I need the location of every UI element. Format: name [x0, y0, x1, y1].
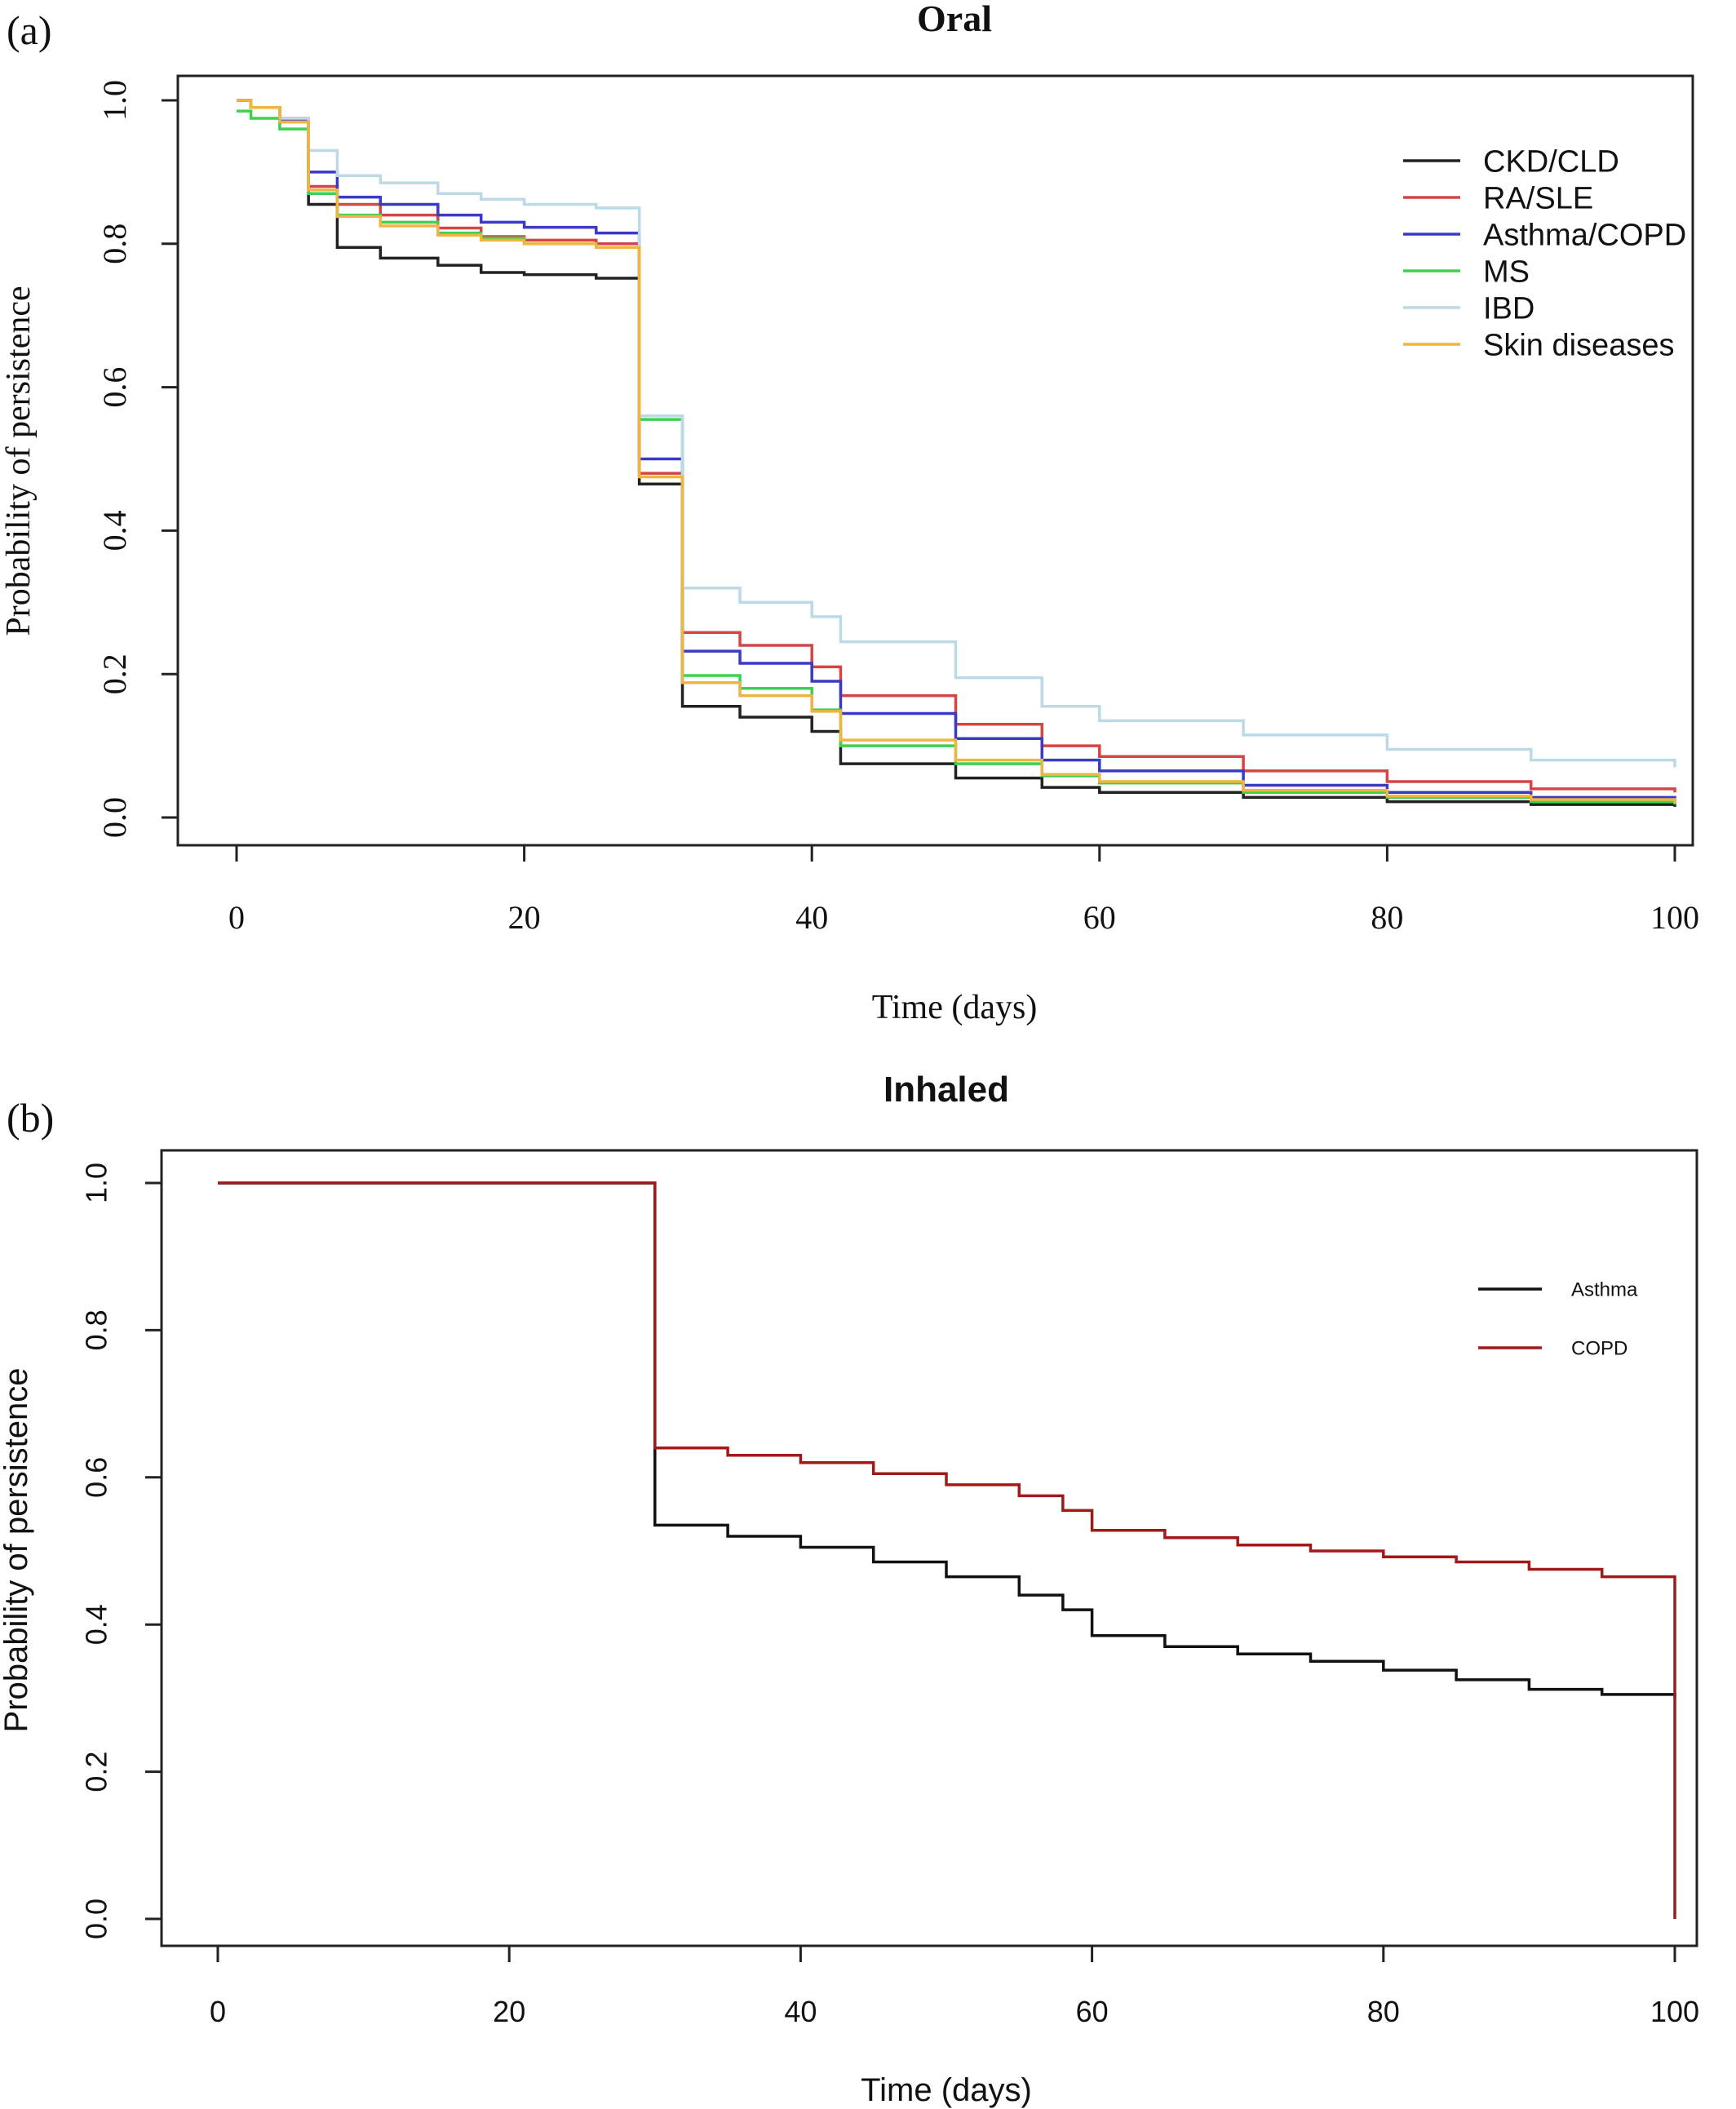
inhaled-plot-frame [160, 1149, 1698, 1947]
inhaled-y-axis-label: Probability of persistence [0, 1368, 34, 1733]
oral-chart-title: Oral [917, 0, 992, 39]
oral-legend-label-skin-diseases: Skin diseases [1483, 329, 1674, 363]
oral-series-skin-diseases [237, 99, 1676, 804]
inhaled-x-tick-label: 0 [210, 1995, 226, 2028]
inhaled-legend-label-asthma: Asthma [1571, 1279, 1638, 1301]
inhaled-chart-title: Inhaled [884, 1070, 1009, 1110]
inhaled-series-layer [218, 1181, 1676, 1919]
inhaled-x-tick-label: 80 [1367, 1995, 1400, 2028]
oral-series-ra-sle [237, 99, 1676, 793]
oral-y-axis-label: Probability of persistence [0, 286, 38, 636]
oral-legend-label-ms: MS [1483, 255, 1530, 290]
oral-legend-label-ckd-cld: CKD/CLD [1483, 145, 1619, 179]
oral-x-axis: 0 20 40 60 80 100 [228, 844, 1699, 936]
oral-y-tick-label: 1.0 [96, 80, 133, 121]
inhaled-x-tick-label: 100 [1650, 1995, 1699, 2028]
panel-label-b: (b) [7, 1095, 54, 1141]
oral-x-tick-label: 100 [1650, 899, 1699, 936]
inhaled-y-axis: 0.0 0.2 0.4 0.6 0.8 1.0 [80, 1163, 163, 1939]
oral-x-tick-label: 40 [795, 899, 828, 936]
oral-y-tick-label: 0.4 [96, 510, 133, 551]
oral-y-tick-label: 0.0 [96, 797, 133, 838]
inhaled-y-tick-label: 0.8 [80, 1309, 113, 1350]
inhaled-chart-panel: (b) Inhaled 0 20 40 60 80 100 0.0 0.2 0.4 0.6 0.8… [0, 1070, 1699, 2108]
oral-legend-label-ra-sle: RA/SLE [1483, 182, 1593, 216]
oral-x-axis-label: Time (days) [872, 989, 1038, 1026]
inhaled-x-axis: 0 20 40 60 80 100 [210, 1944, 1699, 2028]
inhaled-series-asthma [218, 1181, 1676, 1699]
oral-y-tick-label: 0.2 [96, 654, 133, 694]
oral-x-tick-label: 60 [1083, 899, 1116, 936]
panel-label-a: (a) [7, 7, 52, 53]
oral-chart-panel: (a) Oral 0 20 40 60 80 100 0.0 0.2 0.4 0.6 0.8 1.0… [0, 0, 1699, 1026]
inhaled-y-tick-label: 0.4 [80, 1604, 113, 1645]
oral-x-tick-label: 20 [508, 899, 541, 936]
inhaled-legend-label-copd: COPD [1571, 1338, 1628, 1360]
oral-plot-frame [176, 74, 1694, 847]
inhaled-series-copd [218, 1181, 1676, 1919]
inhaled-y-tick-label: 0.6 [80, 1457, 113, 1498]
oral-x-tick-label: 0 [228, 899, 245, 936]
inhaled-x-tick-label: 40 [784, 1995, 817, 2028]
oral-series-layer [237, 99, 1676, 807]
inhaled-y-tick-label: 0.0 [80, 1899, 113, 1939]
oral-legend-label-ibd: IBD [1483, 292, 1534, 326]
oral-y-tick-label: 0.8 [96, 224, 133, 264]
inhaled-x-tick-label: 20 [493, 1995, 525, 2028]
oral-series-ibd [237, 99, 1676, 768]
oral-y-axis: 0.0 0.2 0.4 0.6 0.8 1.0 [96, 80, 179, 838]
oral-x-tick-label: 80 [1371, 899, 1403, 936]
inhaled-x-axis-label: Time (days) [861, 2072, 1032, 2108]
oral-legend-label-asthma-copd: Asthma/COPD [1483, 219, 1686, 253]
inhaled-legend: Asthma COPD [1478, 1279, 1638, 1360]
oral-y-tick-label: 0.6 [96, 367, 133, 408]
inhaled-x-tick-label: 60 [1076, 1995, 1109, 2028]
inhaled-y-tick-label: 0.2 [80, 1752, 113, 1792]
inhaled-y-tick-label: 1.0 [80, 1163, 113, 1203]
